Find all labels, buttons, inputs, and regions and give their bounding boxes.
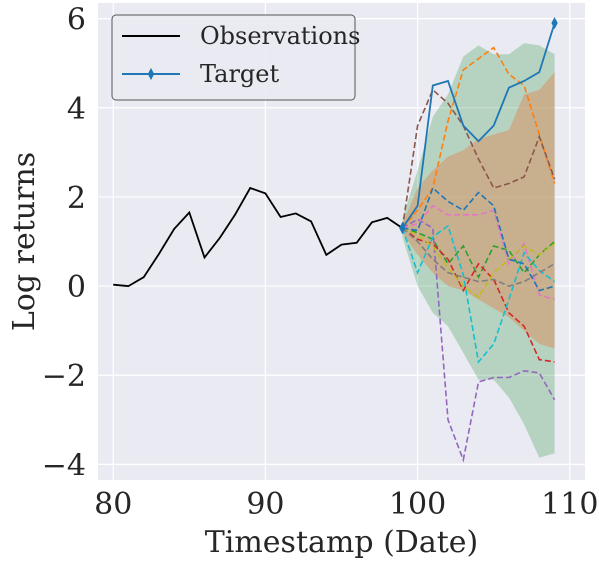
sample-path-line [401,88,556,229]
y-tick-label: −4 [42,448,86,483]
sample-path-line [402,204,555,301]
observations-line [113,186,403,288]
legend: Observations Target [111,14,360,101]
outer-confidence-band [402,43,555,458]
target-marker [399,222,406,235]
y-tick-label: 0 [67,270,86,305]
legend-label-target: Target [200,60,279,88]
sample-path-line [402,227,556,299]
tick-labels: 80 90 100 110 −4 −2 0 2 4 6 [42,3,599,522]
sample-path-line [402,227,556,280]
target-line [401,22,556,229]
sample-path-line [401,46,556,229]
sample-path-line [401,224,556,364]
x-tick-label: 80 [94,487,132,522]
sample-path-line [401,227,556,287]
x-tick-label: 110 [541,487,598,522]
legend-label-observations: Observations [200,22,360,50]
x-tick-label: 100 [389,487,446,522]
y-tick-label: 2 [67,181,86,216]
y-tick-label: −2 [42,359,86,394]
y-tick-label: 6 [67,3,86,38]
y-axis-label: Log returns [7,152,42,331]
inner-confidence-band [402,72,555,349]
target-marker [551,16,558,30]
x-tick-label: 90 [246,487,284,522]
x-axis-label: Timestamp (Date) [205,525,479,560]
y-tick-label: 4 [67,92,86,127]
sample-path-line [402,186,555,292]
sample-paths [401,46,556,463]
main-series [113,16,558,288]
confidence-bands [402,43,555,458]
sample-path-line [401,218,556,463]
legend-marker-target [147,67,155,81]
